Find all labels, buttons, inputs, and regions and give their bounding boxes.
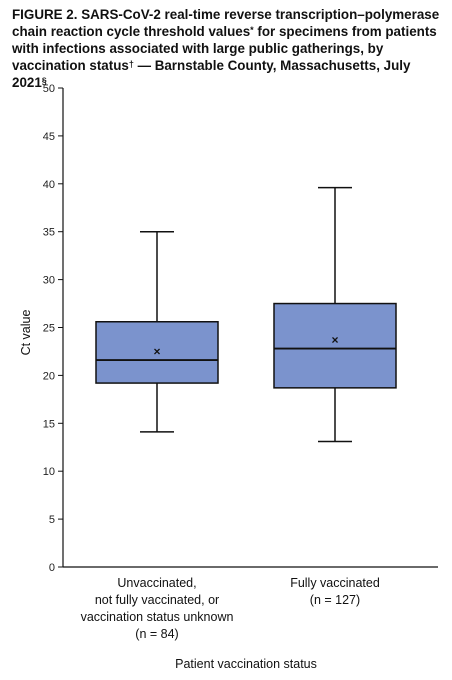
box-series: ×× — [95, 186, 397, 443]
y-axis-title: Ct value — [19, 310, 33, 356]
y-tick-label: 30 — [43, 275, 55, 287]
box-group: × — [273, 186, 397, 443]
figure-label: FIGURE 2. — [12, 7, 78, 22]
box-group: × — [95, 230, 219, 433]
y-tick-label: 25 — [43, 323, 55, 335]
x-category-label-line: (n = 84) — [135, 627, 178, 641]
figure-title: FIGURE 2. SARS-CoV-2 real-time reverse t… — [12, 6, 444, 91]
y-tick-label: 0 — [49, 562, 55, 574]
x-axis-title: Patient vaccination status — [175, 657, 317, 671]
x-category-label-line: Fully vaccinated — [290, 576, 380, 590]
mean-marker: × — [331, 333, 338, 347]
y-tick-label: 10 — [43, 466, 55, 478]
x-category-label-line: not fully vaccinated, or — [95, 593, 219, 607]
y-tick-label: 20 — [43, 370, 55, 382]
x-category-labels: Unvaccinated, not fully vaccinated, or vac… — [81, 576, 380, 641]
x-category-label: Fully vaccinated (n = 127) — [290, 576, 380, 607]
y-tick-label: 50 — [43, 83, 55, 95]
mean-marker: × — [153, 344, 160, 358]
iqr-box — [95, 321, 219, 384]
title-text-2: for specimens from patients with infecti… — [12, 24, 437, 73]
x-category-label: Unvaccinated, not fully vaccinated, or vac… — [81, 576, 234, 641]
footnote-mark-dagger: † — [128, 59, 134, 69]
footnote-mark-asterisk: * — [250, 25, 254, 35]
title-text-3: — Barnstable County, Massachusetts, July… — [12, 58, 411, 90]
x-category-label-line: vaccination status unknown — [81, 610, 234, 624]
y-tick-label: 35 — [43, 227, 55, 239]
y-tick-label: 40 — [43, 179, 55, 191]
y-tick-label: 45 — [43, 131, 55, 143]
title-text-1: SARS-CoV-2 real-time reverse transcripti… — [12, 7, 440, 39]
x-category-label-line: Unvaccinated, — [117, 576, 196, 590]
footnote-mark-section: § — [41, 76, 47, 86]
iqr-box — [273, 302, 397, 389]
x-category-label-line: (n = 127) — [310, 593, 360, 607]
y-tick-label: 15 — [43, 418, 55, 430]
axes: 0 5 10 15 20 25 30 35 40 45 50 — [43, 83, 438, 574]
y-tick-label: 5 — [49, 514, 55, 526]
